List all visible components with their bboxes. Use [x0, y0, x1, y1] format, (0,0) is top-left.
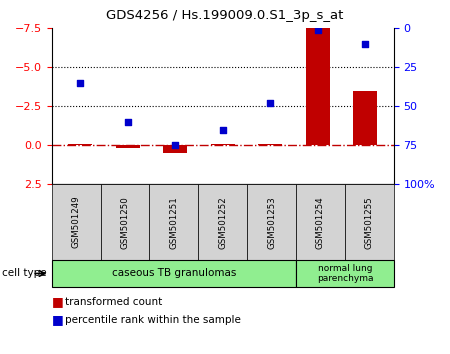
Text: GSM501255: GSM501255: [365, 196, 374, 249]
Bar: [68, 144, 92, 145]
Text: cell type: cell type: [2, 268, 47, 279]
Point: [314, 27, 321, 33]
Bar: [211, 144, 234, 145]
Bar: [163, 145, 187, 153]
Text: transformed count: transformed count: [65, 297, 162, 307]
Text: GSM501251: GSM501251: [169, 196, 178, 249]
Text: percentile rank within the sample: percentile rank within the sample: [65, 315, 241, 325]
Text: ■: ■: [52, 314, 63, 326]
Point: [267, 100, 274, 106]
Text: GSM501249: GSM501249: [72, 196, 81, 249]
Bar: [306, 28, 329, 145]
Text: GSM501250: GSM501250: [121, 196, 130, 249]
Text: GSM501254: GSM501254: [316, 196, 325, 249]
Text: GSM501252: GSM501252: [218, 196, 227, 249]
Bar: [258, 144, 282, 145]
Text: GDS4256 / Hs.199009.0.S1_3p_s_at: GDS4256 / Hs.199009.0.S1_3p_s_at: [106, 9, 344, 22]
Point: [171, 142, 179, 148]
Text: ■: ■: [52, 295, 63, 308]
Text: normal lung
parenchyma: normal lung parenchyma: [317, 264, 373, 283]
Bar: [116, 145, 140, 148]
Point: [76, 80, 84, 86]
Point: [362, 41, 369, 47]
Point: [124, 119, 131, 125]
Point: [219, 127, 226, 132]
Bar: [353, 91, 377, 145]
Text: GSM501253: GSM501253: [267, 196, 276, 249]
Text: caseous TB granulomas: caseous TB granulomas: [112, 268, 236, 279]
